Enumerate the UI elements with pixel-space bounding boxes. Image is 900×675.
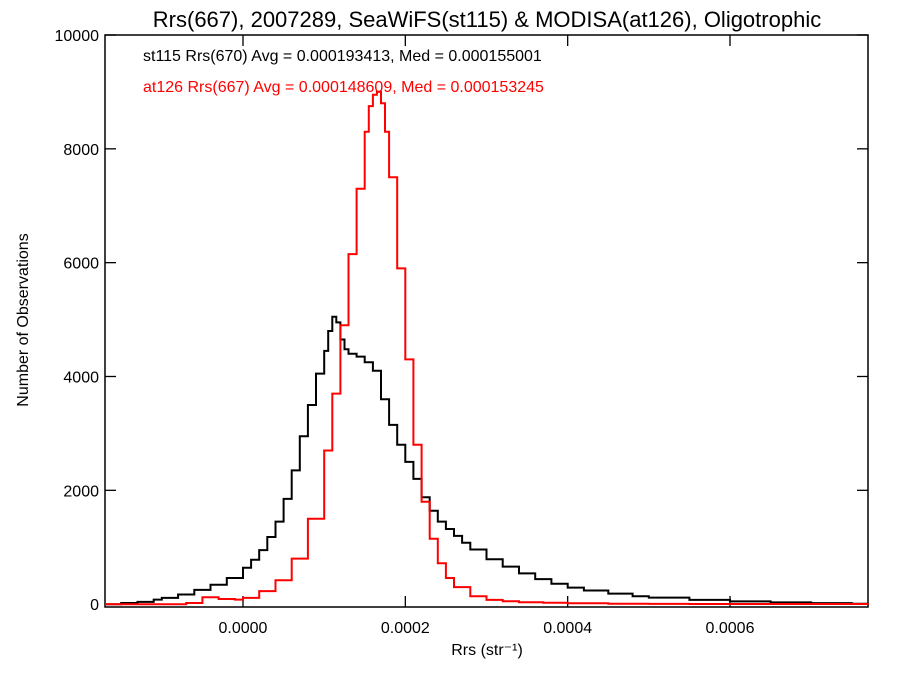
y-axis-label: Number of Observations (15, 233, 32, 406)
annotation-st115: st115 Rrs(670) Avg = 0.000193413, Med = … (143, 48, 542, 65)
y-tick-label: 4000 (63, 369, 99, 386)
y-tick-label: 10000 (55, 28, 100, 45)
x-tick-label: 0.0004 (543, 620, 592, 637)
y-axis: 0 2000 4000 6000 8000 10000 (55, 28, 868, 614)
series-line-st115 (105, 315, 869, 606)
x-axis: 0.0000 0.0002 0.0004 0.0006 (219, 35, 755, 637)
chart-title: Rrs(667), 2007289, SeaWiFS(st115) & MODI… (153, 7, 821, 32)
y-tick-label: 0 (90, 597, 99, 614)
x-tick-label: 0.0000 (219, 620, 268, 637)
series-line-at126 (105, 90, 869, 606)
annotation-at126: at126 Rrs(667) Avg = 0.000148609, Med = … (143, 79, 544, 96)
x-tick-label: 0.0002 (381, 620, 430, 637)
x-tick-label: 0.0006 (706, 620, 755, 637)
series-group (105, 90, 869, 606)
y-tick-label: 6000 (63, 256, 99, 273)
x-axis-label: Rrs (str⁻¹) (451, 642, 523, 659)
y-tick-label: 2000 (63, 483, 99, 500)
y-tick-label: 8000 (63, 142, 99, 159)
plot-frame (104, 34, 869, 608)
